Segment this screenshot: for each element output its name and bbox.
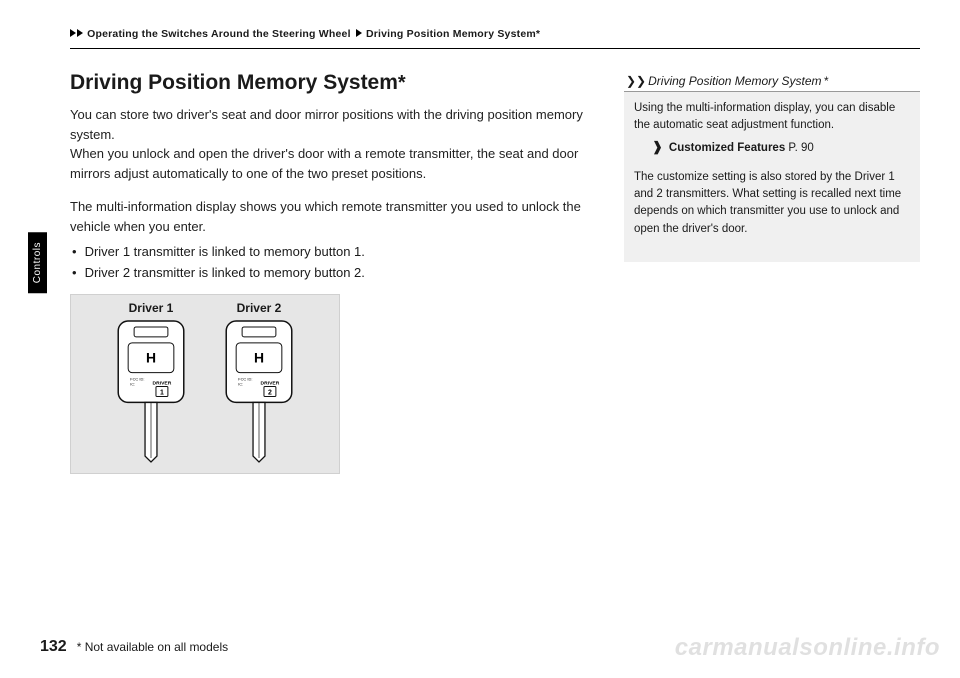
triangle-icon bbox=[356, 29, 362, 37]
key-col-1: Driver 1 H FCC ID: IC: DRIVER 1 bbox=[112, 301, 190, 463]
svg-text:IC:: IC: bbox=[238, 381, 243, 386]
ref-page: P. 90 bbox=[788, 142, 813, 154]
ref-label: Customized Features bbox=[669, 142, 785, 154]
svg-text:DRIVER: DRIVER bbox=[261, 380, 280, 386]
watermark: carmanualsonline.info bbox=[675, 634, 940, 662]
svg-text:2: 2 bbox=[268, 389, 272, 396]
heading-text: Driving Position Memory System bbox=[70, 71, 398, 94]
key-label-1: Driver 1 bbox=[129, 301, 174, 315]
divider bbox=[70, 48, 920, 49]
breadcrumb-asterisk: * bbox=[536, 28, 540, 40]
key-col-2: Driver 2 H FCC ID: IC: DRIVER 2 bbox=[220, 301, 298, 463]
main-column: Driving Position Memory System* You can … bbox=[70, 71, 600, 474]
chevron-icon: ❯❯ bbox=[626, 74, 646, 88]
breadcrumb: Operating the Switches Around the Steeri… bbox=[70, 28, 920, 40]
key-figure: Driver 1 H FCC ID: IC: DRIVER 1 bbox=[70, 294, 340, 474]
info-p2: The customize setting is also stored by … bbox=[634, 169, 910, 238]
info-heading: ❯❯ Driving Position Memory System* bbox=[624, 71, 920, 92]
page-number: 132 bbox=[40, 638, 67, 656]
heading-asterisk: * bbox=[398, 72, 406, 94]
footnote: * Not available on all models bbox=[77, 640, 228, 654]
svg-text:1: 1 bbox=[160, 389, 164, 396]
info-title-asterisk: * bbox=[824, 74, 829, 88]
page-title: Driving Position Memory System* bbox=[70, 71, 600, 95]
display-paragraph: The multi-information display shows you … bbox=[70, 197, 600, 236]
bullet-2: Driver 2 transmitter is linked to memory… bbox=[70, 263, 600, 284]
breadcrumb-part-1: Operating the Switches Around the Steeri… bbox=[87, 28, 351, 40]
triangle-icon bbox=[70, 29, 76, 37]
key-2-icon: H FCC ID: IC: DRIVER 2 bbox=[220, 319, 298, 463]
key-label-2: Driver 2 bbox=[237, 301, 282, 315]
triangle-icon bbox=[77, 29, 83, 37]
svg-text:DRIVER: DRIVER bbox=[153, 380, 172, 386]
info-body: Using the multi-information display, you… bbox=[624, 92, 920, 262]
breadcrumb-part-2: Driving Position Memory System bbox=[366, 28, 536, 40]
svg-text:IC:: IC: bbox=[130, 381, 135, 386]
footer: 132 * Not available on all models bbox=[40, 638, 228, 656]
svg-text:H: H bbox=[146, 349, 156, 365]
section-tab: Controls bbox=[28, 232, 47, 293]
info-title: Driving Position Memory System bbox=[648, 74, 821, 88]
para2-text: When you unlock and open the driver's do… bbox=[70, 146, 578, 181]
key-1-icon: H FCC ID: IC: DRIVER 1 bbox=[112, 319, 190, 463]
ref-arrow-icon: ❱ bbox=[652, 137, 663, 157]
para1-text: You can store two driver's seat and door… bbox=[70, 107, 583, 142]
bullet-list: Driver 1 transmitter is linked to memory… bbox=[70, 242, 600, 284]
info-ref: ❱ Customized Features P. 90 bbox=[634, 137, 910, 157]
sidebar-column: ❯❯ Driving Position Memory System* Using… bbox=[624, 71, 920, 474]
info-p1: Using the multi-information display, you… bbox=[634, 102, 895, 131]
intro-paragraph: You can store two driver's seat and door… bbox=[70, 105, 600, 183]
svg-text:H: H bbox=[254, 349, 264, 365]
bullet-1: Driver 1 transmitter is linked to memory… bbox=[70, 242, 600, 263]
